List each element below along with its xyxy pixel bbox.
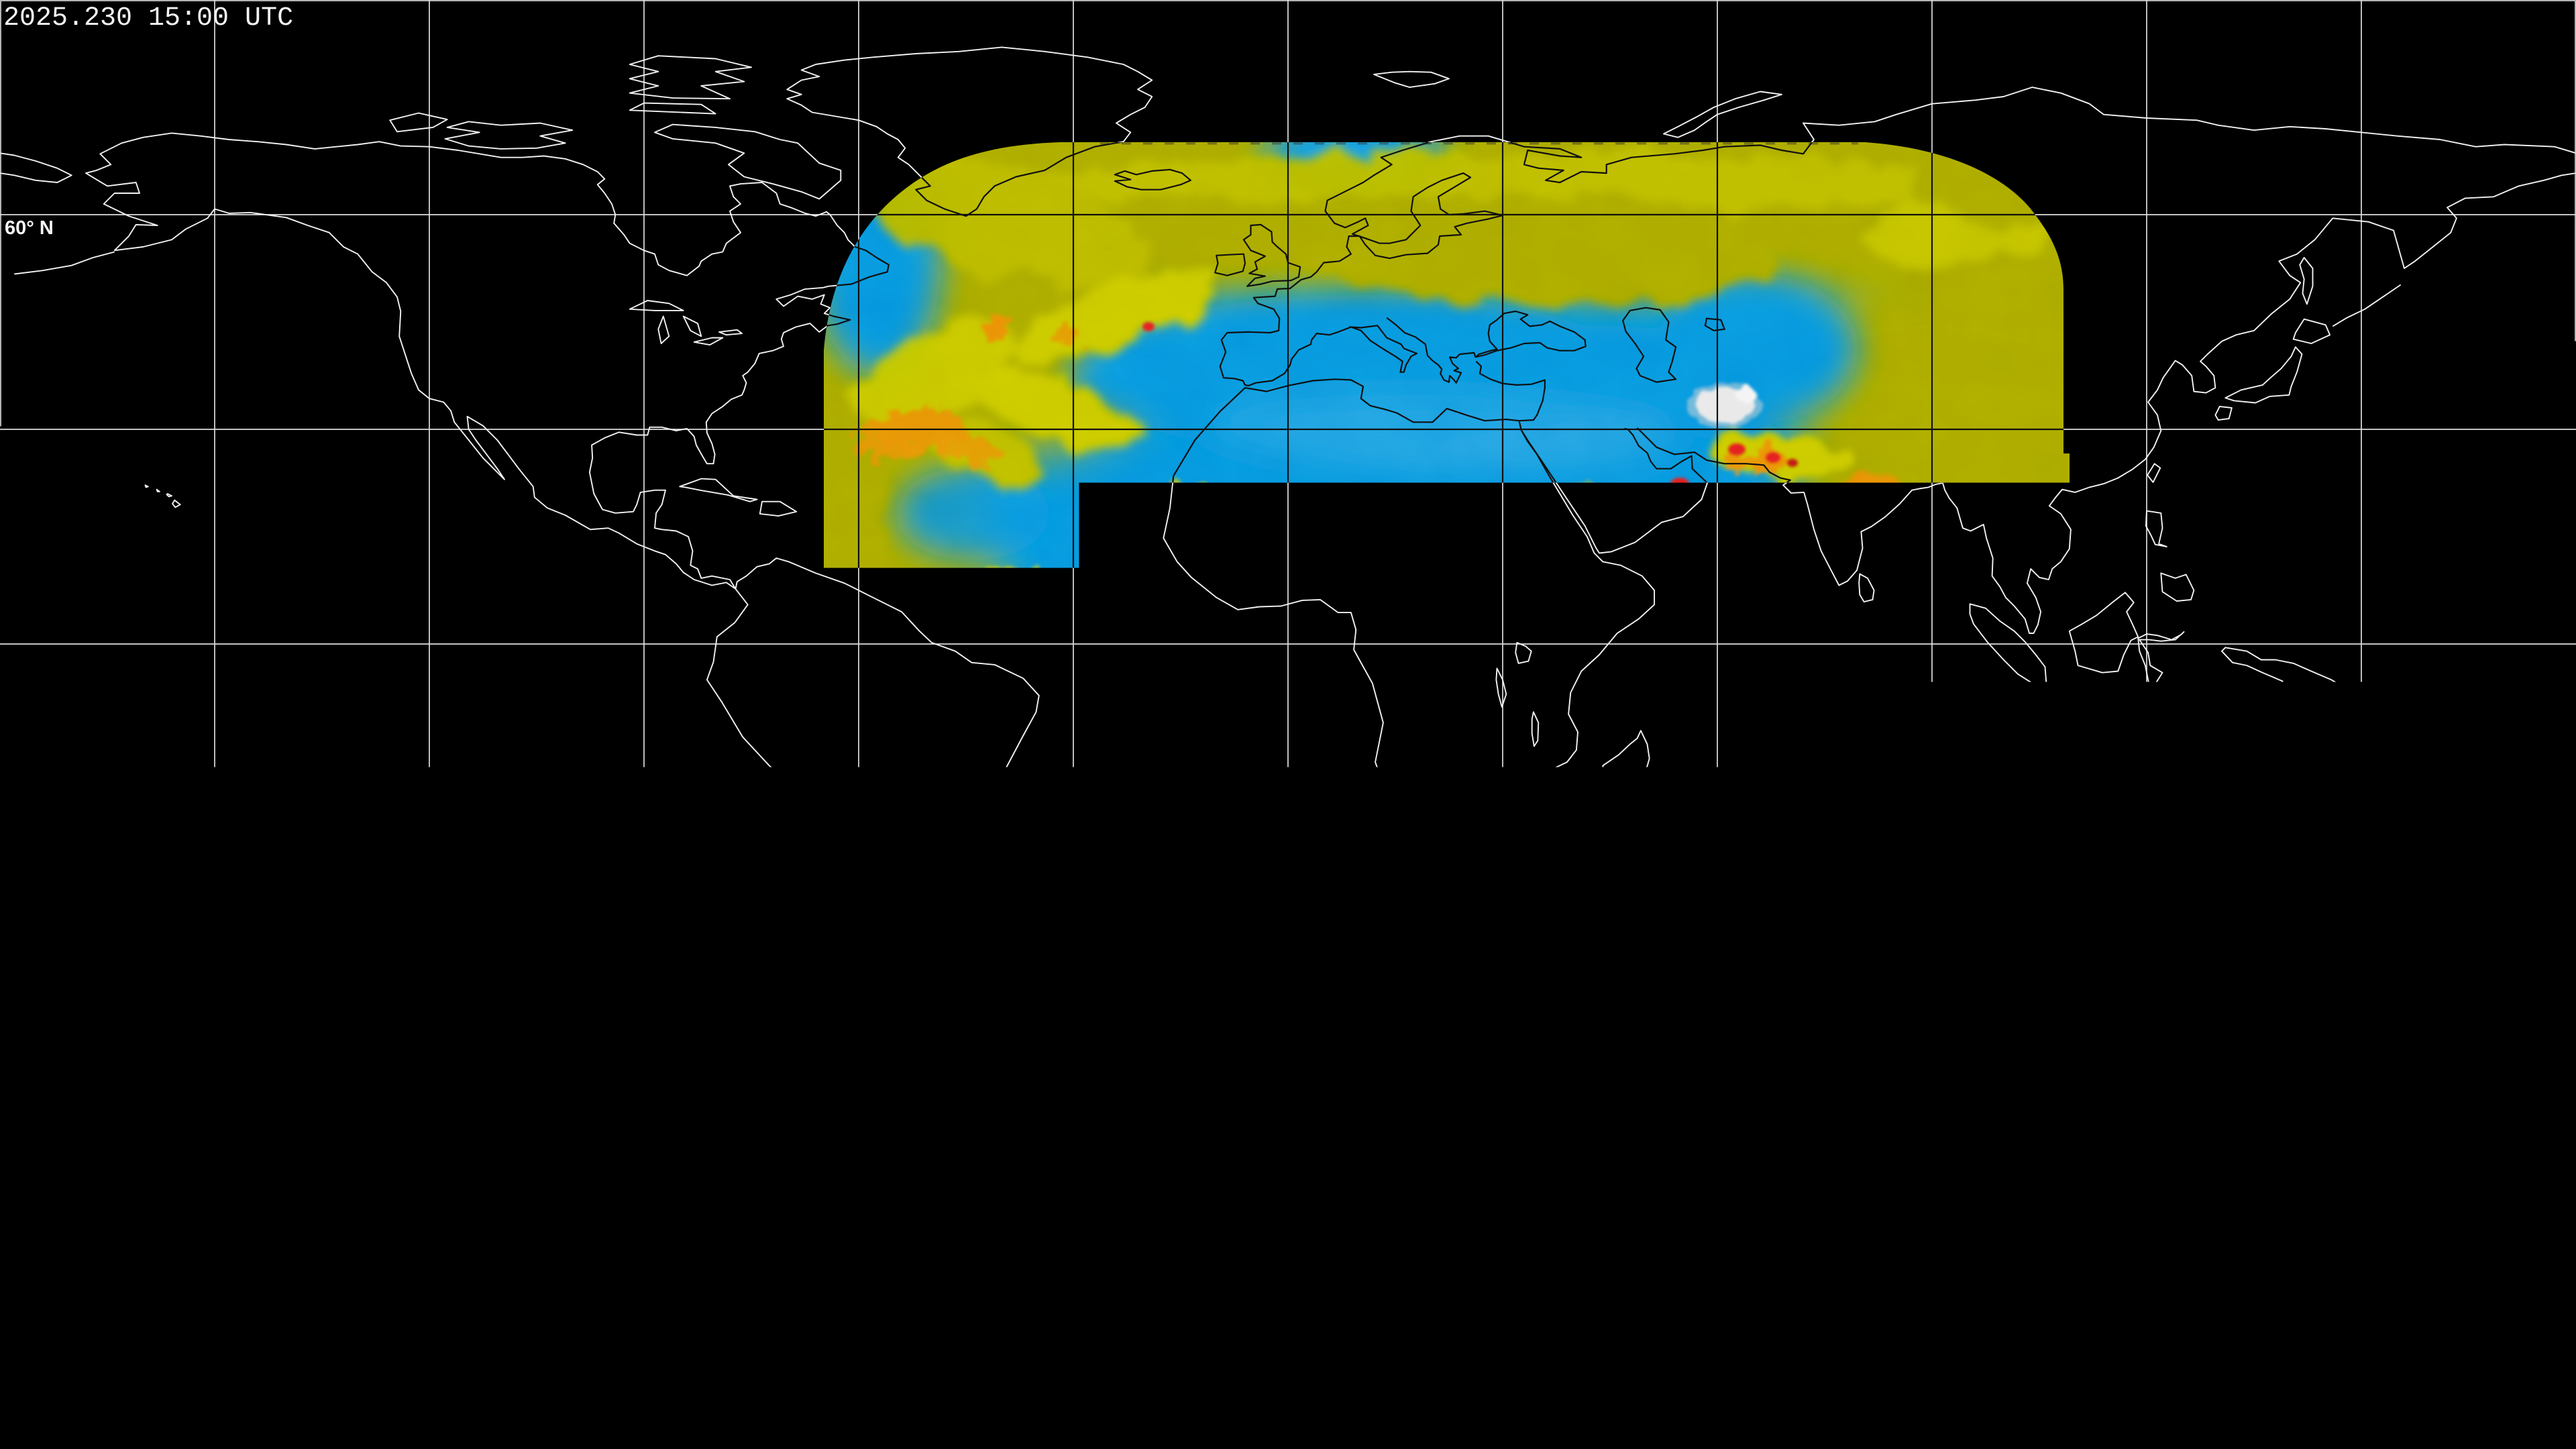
svg-text:270: 270 [1483, 1344, 1532, 1375]
svg-text:300: 300 [1746, 1344, 1794, 1375]
svg-text:200: 200 [869, 1344, 917, 1375]
svg-text:190: 190 [781, 1344, 829, 1375]
svg-text:290: 290 [1658, 1344, 1707, 1375]
svg-text:250: 250 [1307, 1344, 1356, 1375]
svg-text:210: 210 [956, 1344, 1004, 1375]
svg-text:60° S: 60° S [5, 1076, 52, 1097]
svg-text:60° N: 60° N [5, 217, 54, 239]
svg-text:30° N: 30° N [5, 432, 54, 453]
svg-text:280: 280 [1570, 1344, 1619, 1375]
svg-text:310: 310 [1834, 1344, 1882, 1375]
svg-text:220: 220 [1044, 1344, 1092, 1375]
svg-text:0° N: 0° N [5, 647, 43, 668]
svg-text:180: 180 [693, 1344, 741, 1375]
svg-text:240: 240 [1220, 1344, 1268, 1375]
svg-text:260: 260 [1395, 1344, 1444, 1375]
svg-text:2025.230 15:00 UTC: 2025.230 15:00 UTC [3, 3, 293, 34]
svg-text:Brightness Temperature in 6.75: Brightness Temperature in 6.75um, Kelvin [966, 1383, 1610, 1413]
svg-text:30° S: 30° S [5, 861, 52, 883]
svg-text:230: 230 [1132, 1344, 1180, 1375]
